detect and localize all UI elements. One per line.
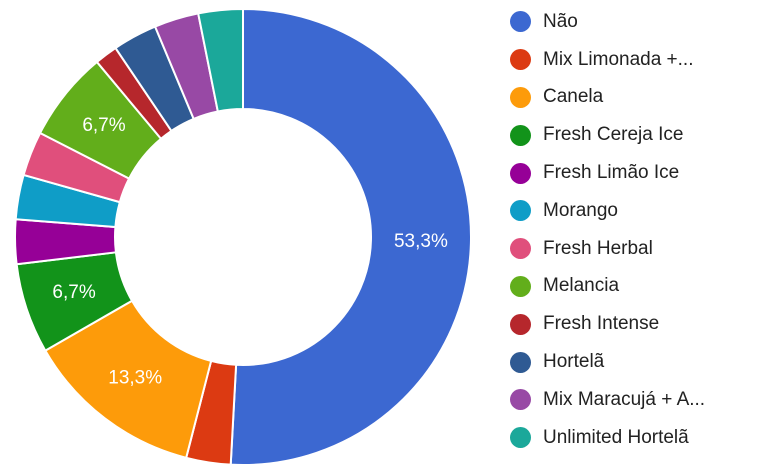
- legend-swatch: [510, 49, 531, 71]
- legend-label: Melancia: [543, 275, 620, 297]
- legend-label: Não: [543, 10, 578, 32]
- slice-nao: [229, 7, 472, 465]
- donut-chart: 53,3% 13,3% 6,7% 6,7%: [14, 7, 472, 465]
- legend-item-mix-limonada: Mix Limonada +...: [510, 41, 705, 79]
- legend-item-melancia: Melancia: [510, 268, 705, 306]
- legend-swatch: [510, 313, 531, 335]
- legend-swatch: [510, 124, 531, 146]
- legend-item-fresh-herbal: Fresh Herbal: [510, 230, 705, 268]
- legend-swatch: [510, 238, 531, 260]
- legend-item-mix-maracuja-a: Mix Maracujá + A...: [510, 381, 705, 419]
- legend: Não Mix Limonada +... Canela Fresh Cereja I…: [510, 3, 705, 457]
- legend-swatch: [510, 351, 531, 373]
- legend-item-fresh-limao-ice: Fresh Limão Ice: [510, 154, 705, 192]
- legend-label: Unlimited Hortelã: [543, 426, 689, 448]
- slice-unlimited-hortela: [197, 7, 244, 113]
- legend-label: Hortelã: [543, 351, 605, 373]
- legend-label: Mix Maracujá + A...: [543, 388, 706, 410]
- legend-swatch: [510, 86, 531, 108]
- data-label-melancia: 6,7%: [82, 115, 125, 136]
- data-label-canela: 13,3%: [108, 368, 162, 389]
- legend-label: Canela: [543, 86, 604, 108]
- legend-item-fresh-cereja-ice: Fresh Cereja Ice: [510, 116, 705, 154]
- legend-label: Mix Limonada +...: [543, 48, 694, 70]
- legend-label: Fresh Herbal: [543, 237, 653, 259]
- legend-label: Fresh Intense: [543, 313, 660, 335]
- legend-swatch: [510, 427, 531, 449]
- legend-swatch: [510, 389, 531, 411]
- legend-swatch: [510, 11, 531, 33]
- data-label-fresh-cereja-ice: 6,7%: [52, 282, 95, 303]
- legend-label: Morango: [543, 199, 618, 221]
- legend-label: Fresh Cereja Ice: [543, 124, 684, 146]
- legend-item-unlimited-hortela: Unlimited Hortelã: [510, 419, 705, 457]
- legend-item-canela: Canela: [510, 79, 705, 117]
- legend-item-fresh-intense: Fresh Intense: [510, 305, 705, 343]
- legend-item-morango: Morango: [510, 192, 705, 230]
- legend-swatch: [510, 200, 531, 222]
- legend-item-hortela: Hortelã: [510, 343, 705, 381]
- legend-label: Fresh Limão Ice: [543, 162, 680, 184]
- legend-item-nao: Não: [510, 3, 705, 41]
- data-label-nao: 53,3%: [394, 231, 448, 252]
- legend-swatch: [510, 162, 531, 184]
- legend-swatch: [510, 275, 531, 297]
